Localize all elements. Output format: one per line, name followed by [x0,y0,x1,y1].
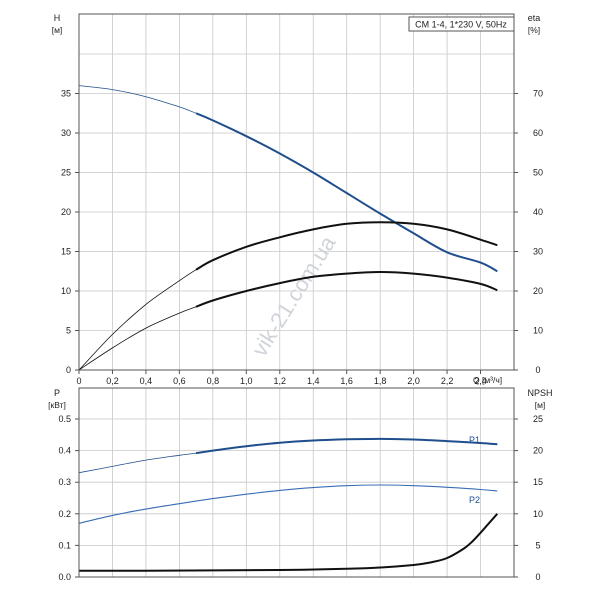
y-tick-label: 15 [61,247,71,257]
chart-title-box [408,16,515,32]
y-tick-label: 0 [66,365,71,375]
bottom-left-axis-unit: [кВт] [48,400,66,410]
bottom-right-axis-unit: [м] [535,400,546,410]
y-right-tick-label: 20 [533,286,543,296]
y-right-tick-label: 40 [533,207,543,217]
efficiency-curve-lower-bold [195,270,498,308]
y-tick-label: 0.4 [58,446,71,456]
y-tick-label: 0.1 [58,540,71,550]
y-tick-label: 0.0 [58,572,71,582]
y-right-tick-label: 0 [535,365,540,375]
chart-title: CM 1-4, 1*230 V, 50Hz [415,20,507,30]
y-tick-label: 30 [61,128,71,138]
y-tick-label: 25 [61,168,71,178]
head-curve-bold [195,112,498,273]
x-tick-label: 0,2 [106,376,119,386]
p2-curve [78,484,498,524]
y-right-tick-label: 0 [535,572,540,582]
x-tick-label: 2,4 [474,376,487,386]
y-tick-label: 20 [61,207,71,217]
y-right-tick-label: 15 [533,477,543,487]
x-tick-label: 0,8 [207,376,220,386]
top-left-axis-label: H [54,13,61,23]
bottom-right-axis-label: NPSH [527,388,552,398]
top-plot-frame [78,13,515,371]
y-right-tick-label: 20 [533,446,543,456]
series-layer [78,85,499,572]
top-right-axis-label: eta [528,13,541,23]
x-axis-label: Q [м³/ч] [473,375,502,385]
series-label-p1: P1 [469,435,480,445]
x-tick-label: 1,8 [374,376,387,386]
y-tick-label: 35 [61,89,71,99]
npsh-curve [79,513,499,572]
x-tick-label: 0,6 [173,376,186,386]
top-right-axis-unit: [%] [528,25,540,35]
y-right-tick-label: 70 [533,89,543,99]
y-right-tick-label: 10 [533,509,543,519]
y-right-tick-label: 5 [535,540,540,550]
x-tick-label: 0,4 [140,376,153,386]
y-tick-label: 0.3 [58,477,71,487]
x-tick-label: 1,2 [274,376,287,386]
y-right-tick-label: 30 [533,247,543,257]
efficiency-curve-upper-bold [195,221,498,271]
x-tick-label: 2,2 [441,376,454,386]
x-tick-label: 1,4 [307,376,320,386]
y-right-tick-label: 50 [533,168,543,178]
y-right-tick-label: 60 [533,128,543,138]
y-right-tick-label: 25 [533,414,543,424]
x-tick-label: 1,6 [340,376,353,386]
y-tick-label: 10 [61,286,71,296]
y-tick-label: 5 [66,326,71,336]
y-right-tick-label: 10 [533,326,543,336]
y-tick-label: 0.2 [58,509,71,519]
top-left-axis-unit: [м] [52,25,63,35]
series-label-p2: P2 [469,495,480,505]
x-tick-label: 0 [76,376,81,386]
bottom-left-axis-label: P [54,388,60,398]
y-tick-label: 0.5 [58,414,71,424]
p1-curve-bold [195,437,498,455]
x-tick-label: 2,0 [407,376,420,386]
x-tick-label: 1,0 [240,376,253,386]
